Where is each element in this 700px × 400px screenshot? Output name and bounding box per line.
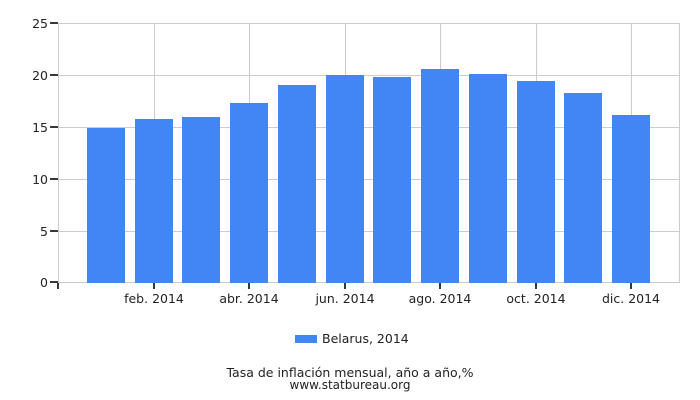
y-gridline — [58, 23, 679, 24]
y-tick-mark — [50, 74, 58, 76]
bar[interactable] — [517, 81, 555, 283]
x-axis-label: dic. 2014 — [601, 291, 661, 306]
y-axis-line — [58, 23, 59, 283]
x-axis-label: jun. 2014 — [315, 291, 375, 306]
y-gridline — [58, 179, 679, 180]
y-axis-label: 15 — [32, 120, 48, 135]
bar[interactable] — [564, 93, 602, 283]
y-tick-mark — [50, 178, 58, 180]
x-tick-mark — [248, 283, 250, 289]
bar[interactable] — [230, 103, 268, 283]
y-axis-label: 10 — [32, 172, 48, 187]
x-axis-label: oct. 2014 — [506, 291, 566, 306]
y-axis-label: 0 — [40, 275, 48, 290]
bar[interactable] — [87, 128, 125, 283]
y-tick-mark — [50, 22, 58, 24]
y-axis-label: 25 — [32, 16, 48, 31]
x-axis-label: feb. 2014 — [124, 291, 184, 306]
legend-label: Belarus, 2014 — [322, 331, 409, 346]
x-tick-mark — [439, 283, 441, 289]
y-gridline — [58, 75, 679, 76]
bar[interactable] — [326, 75, 364, 283]
y-tick-mark — [50, 281, 58, 283]
plot-right-border — [679, 23, 680, 283]
x-axis-origin-tick — [57, 283, 59, 289]
y-tick-mark — [50, 230, 58, 232]
bar[interactable] — [469, 74, 507, 283]
y-gridline — [58, 282, 679, 283]
x-axis-label: abr. 2014 — [219, 291, 279, 306]
y-axis-label: 20 — [32, 68, 48, 83]
y-gridline — [58, 127, 679, 128]
x-axis-label: ago. 2014 — [408, 291, 472, 306]
y-gridline — [58, 231, 679, 232]
x-tick-mark — [153, 283, 155, 289]
y-axis-label: 5 — [40, 224, 48, 239]
bar[interactable] — [278, 85, 316, 283]
chart-source-url: www.statbureau.org — [289, 378, 411, 392]
x-tick-mark — [344, 283, 346, 289]
bar[interactable] — [373, 77, 411, 283]
y-tick-mark — [50, 126, 58, 128]
bar[interactable] — [421, 69, 459, 283]
bar[interactable] — [612, 115, 650, 283]
bar[interactable] — [135, 119, 173, 283]
bar[interactable] — [182, 117, 220, 283]
x-tick-mark — [630, 283, 632, 289]
x-tick-mark — [535, 283, 537, 289]
legend-color-swatch — [295, 335, 317, 343]
chart-title: Tasa de inflación mensual, año a año,% — [226, 365, 474, 380]
